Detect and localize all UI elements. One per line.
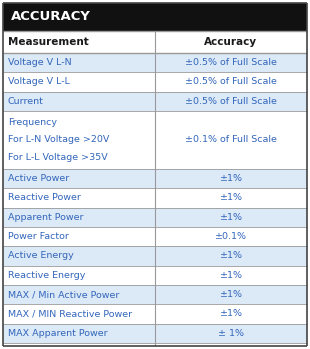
Text: ±0.5% of Full Scale: ±0.5% of Full Scale: [185, 58, 277, 67]
Text: ±1%: ±1%: [219, 193, 242, 202]
Text: ±1%: ±1%: [219, 290, 242, 299]
Text: MAX / MIN Reactive Power: MAX / MIN Reactive Power: [8, 310, 132, 319]
Text: Current: Current: [8, 97, 44, 106]
Text: ±0.1% of Full Scale: ±0.1% of Full Scale: [185, 135, 277, 144]
Text: ±1%: ±1%: [219, 252, 242, 260]
Bar: [3, 227, 307, 246]
Bar: [3, 324, 307, 343]
Bar: [3, 188, 307, 208]
Text: For L-L Voltage >35V: For L-L Voltage >35V: [8, 153, 108, 162]
Bar: [3, 3, 307, 31]
Bar: [3, 266, 307, 285]
Text: Active Energy: Active Energy: [8, 252, 74, 260]
Bar: [3, 304, 307, 324]
Text: ±0.5% of Full Scale: ±0.5% of Full Scale: [185, 97, 277, 106]
Text: Measurement: Measurement: [8, 37, 89, 47]
Text: MAX / Min Active Power: MAX / Min Active Power: [8, 290, 119, 299]
Text: Active Power: Active Power: [8, 174, 69, 183]
Text: ACCURACY: ACCURACY: [11, 10, 91, 23]
Text: ± 1%: ± 1%: [218, 329, 244, 338]
Text: For L-N Voltage >20V: For L-N Voltage >20V: [8, 135, 109, 144]
Text: ±1%: ±1%: [219, 310, 242, 319]
Bar: [3, 285, 307, 304]
Bar: [3, 72, 307, 92]
Text: ±1%: ±1%: [219, 271, 242, 280]
Bar: [3, 31, 307, 53]
Bar: [3, 208, 307, 227]
Bar: [3, 246, 307, 266]
Text: Accuracy: Accuracy: [204, 37, 258, 47]
Text: Voltage V L-L: Voltage V L-L: [8, 77, 70, 87]
Bar: [3, 111, 307, 169]
Text: ±0.5% of Full Scale: ±0.5% of Full Scale: [185, 77, 277, 87]
Bar: [3, 92, 307, 111]
Text: Power Factor: Power Factor: [8, 232, 69, 241]
Text: ±1%: ±1%: [219, 213, 242, 222]
Bar: [3, 53, 307, 72]
Text: Reactive Power: Reactive Power: [8, 193, 81, 202]
Text: Frequency: Frequency: [8, 118, 57, 127]
Text: ±0.1%: ±0.1%: [215, 232, 247, 241]
Text: MAX Apparent Power: MAX Apparent Power: [8, 329, 108, 338]
Text: Voltage V L-N: Voltage V L-N: [8, 58, 72, 67]
Text: ±1%: ±1%: [219, 174, 242, 183]
Text: Reactive Energy: Reactive Energy: [8, 271, 85, 280]
Text: Apparent Power: Apparent Power: [8, 213, 83, 222]
Bar: [3, 169, 307, 188]
